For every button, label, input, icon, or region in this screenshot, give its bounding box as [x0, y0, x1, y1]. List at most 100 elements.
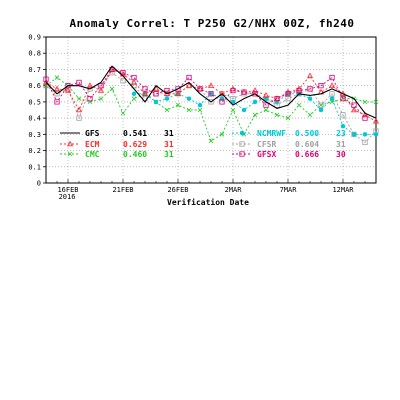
legend-entry-gfs: GFS 0.541 31: [60, 129, 174, 138]
y-tick-label: 0.1: [28, 163, 41, 171]
data-point: [263, 107, 269, 113]
data-point: [164, 107, 170, 113]
data-point: [307, 112, 313, 118]
legend-series-name: CMC: [85, 150, 100, 159]
data-point: [208, 91, 214, 97]
x-tick-label: 12MAR: [332, 186, 354, 194]
data-point: [175, 102, 181, 108]
data-point: [131, 74, 137, 81]
data-point: [142, 86, 148, 92]
legend-mean-value: 0.629: [123, 140, 147, 149]
y-tick-label: 0.8: [28, 50, 41, 58]
data-point: [54, 99, 60, 105]
y-tick-label: 0.7: [28, 66, 41, 74]
legend-mean-value: 0.604: [295, 140, 319, 149]
legend-case-count: 31: [164, 150, 174, 159]
y-tick-label: 0.3: [28, 131, 41, 139]
data-point: [186, 107, 192, 113]
data-point: [251, 87, 259, 93]
data-point: [351, 132, 357, 137]
data-point: [131, 91, 137, 97]
data-point: [340, 96, 346, 102]
data-point: [362, 139, 368, 146]
legend-series-name: ECM: [85, 140, 100, 149]
data-point: [373, 99, 379, 105]
data-point: [318, 102, 324, 108]
data-point: [76, 96, 82, 101]
data-point: [274, 96, 280, 102]
data-point: [87, 96, 93, 102]
data-point: [329, 91, 335, 97]
data-point: [43, 76, 49, 82]
data-point: [285, 96, 291, 102]
legend-series-name: CFSR: [257, 140, 276, 149]
data-point: [153, 99, 159, 105]
data-point: [296, 87, 302, 94]
data-point: [241, 107, 247, 113]
y-tick-label: 0.4: [28, 115, 41, 123]
data-point: [285, 115, 291, 121]
data-point: [219, 132, 225, 137]
data-point: [373, 132, 379, 137]
data-point: [262, 91, 270, 98]
data-point: [219, 99, 225, 105]
data-point: [350, 106, 358, 113]
data-point: [362, 132, 368, 137]
data-point: [131, 96, 137, 101]
series-line: [134, 93, 376, 135]
data-point: [230, 99, 236, 105]
data-point: [54, 75, 60, 80]
data-point: [120, 78, 126, 84]
legend-case-count: 31: [164, 129, 174, 138]
data-point: [372, 117, 380, 124]
legend-mean-value: 0.500: [295, 129, 319, 138]
data-point: [175, 86, 181, 92]
data-point: [76, 115, 82, 121]
y-tick-label: 0: [37, 180, 41, 188]
legend-case-count: 30: [336, 150, 346, 159]
data-point: [75, 106, 83, 113]
data-point: [252, 112, 258, 118]
data-point: [164, 87, 170, 94]
series-gfs: [45, 65, 377, 119]
data-point: [208, 91, 214, 97]
legend-marker: [239, 130, 245, 136]
legend-entry-cmc: CMC 0.460 31: [60, 150, 174, 159]
legend-series-name: GFS: [85, 129, 100, 138]
y-tick-label: 0.5: [28, 98, 41, 106]
y-tick-label: 0.6: [28, 82, 41, 90]
data-point: [98, 83, 104, 89]
data-point: [274, 112, 280, 118]
chart-title: Anomaly Correl: T P250 G2/NHX 00Z, fh240: [70, 17, 355, 30]
data-point: [318, 107, 324, 113]
data-point: [174, 90, 182, 96]
legend-marker: [239, 141, 245, 147]
data-point: [208, 138, 214, 144]
series-line: [45, 68, 377, 122]
x-tick-label: 26FEB: [167, 186, 188, 194]
y-tick-label: 0.2: [28, 147, 41, 155]
data-point: [306, 72, 314, 79]
legend-series-name: NCMRWF: [257, 129, 286, 138]
data-point: [186, 74, 192, 81]
data-point: [230, 107, 236, 113]
data-point: [241, 89, 247, 95]
legend-marker: [66, 140, 74, 147]
legend-entry-cfsr: CFSR 0.604 31: [232, 140, 346, 149]
legend-case-count: 23: [336, 129, 346, 138]
data-point: [43, 83, 49, 89]
y-tick-label: 0.9: [28, 34, 41, 42]
data-point: [328, 82, 336, 88]
legend-series-name: GFSX: [257, 150, 276, 159]
data-point: [340, 112, 346, 118]
data-point: [54, 91, 60, 97]
data-point: [185, 82, 193, 88]
legend: GFS 0.541 31 ECM 0.629 31 CMC 0.460 31 NCMRWF 0.50…: [60, 129, 346, 159]
data-point: [362, 99, 368, 105]
data-point: [164, 96, 170, 101]
series-line: [45, 72, 377, 143]
data-point: [97, 87, 105, 93]
legend-case-count: 31: [336, 140, 346, 149]
data-point: [307, 86, 313, 92]
data-point: [340, 123, 346, 129]
